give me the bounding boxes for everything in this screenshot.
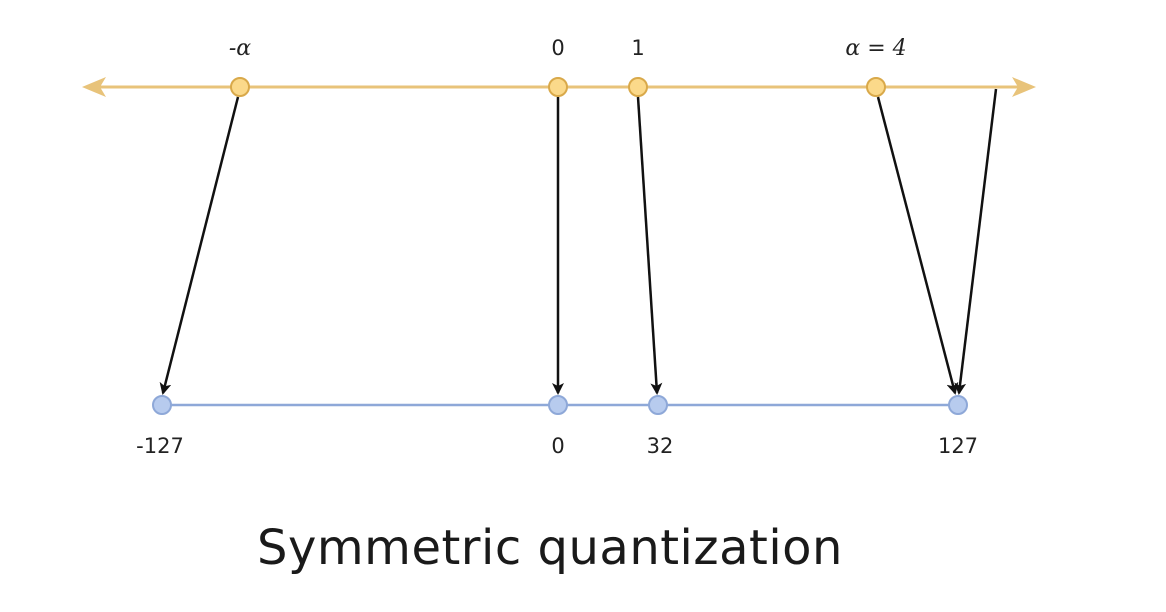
arrow-clipped-to-max (954, 88, 998, 395)
arrow-alpha-to-max (876, 96, 959, 395)
int-point-max (948, 395, 968, 415)
int-point-mapped-one (648, 395, 668, 415)
arrow-one-to-32 (636, 96, 663, 395)
int-point-zero (548, 395, 568, 415)
int-point-min (152, 395, 172, 415)
float-axis: -α 0 1 α = 4 (82, 36, 1036, 97)
float-point-zero (548, 77, 568, 97)
int-label-mapped-one: 32 (647, 434, 674, 458)
float-label-zero: 0 (551, 36, 564, 60)
int-label-min: -127 (136, 434, 184, 458)
mapping-arrows (159, 88, 998, 395)
arrow-neg-alpha-to-min (159, 96, 240, 395)
float-label-alpha: α = 4 (845, 36, 906, 61)
int-label-zero: 0 (551, 434, 564, 458)
int-axis: -127 0 32 127 (136, 395, 978, 458)
int-label-max: 127 (938, 434, 978, 458)
float-axis-right-arrowhead (1012, 77, 1036, 97)
float-point-one (628, 77, 648, 97)
diagram-caption: Symmetric quantization (257, 520, 843, 576)
float-label-one: 1 (631, 36, 644, 60)
float-label-neg-alpha: -α (229, 36, 251, 61)
float-point-alpha (866, 77, 886, 97)
float-point-neg-alpha (230, 77, 250, 97)
float-axis-left-arrowhead (82, 77, 106, 97)
